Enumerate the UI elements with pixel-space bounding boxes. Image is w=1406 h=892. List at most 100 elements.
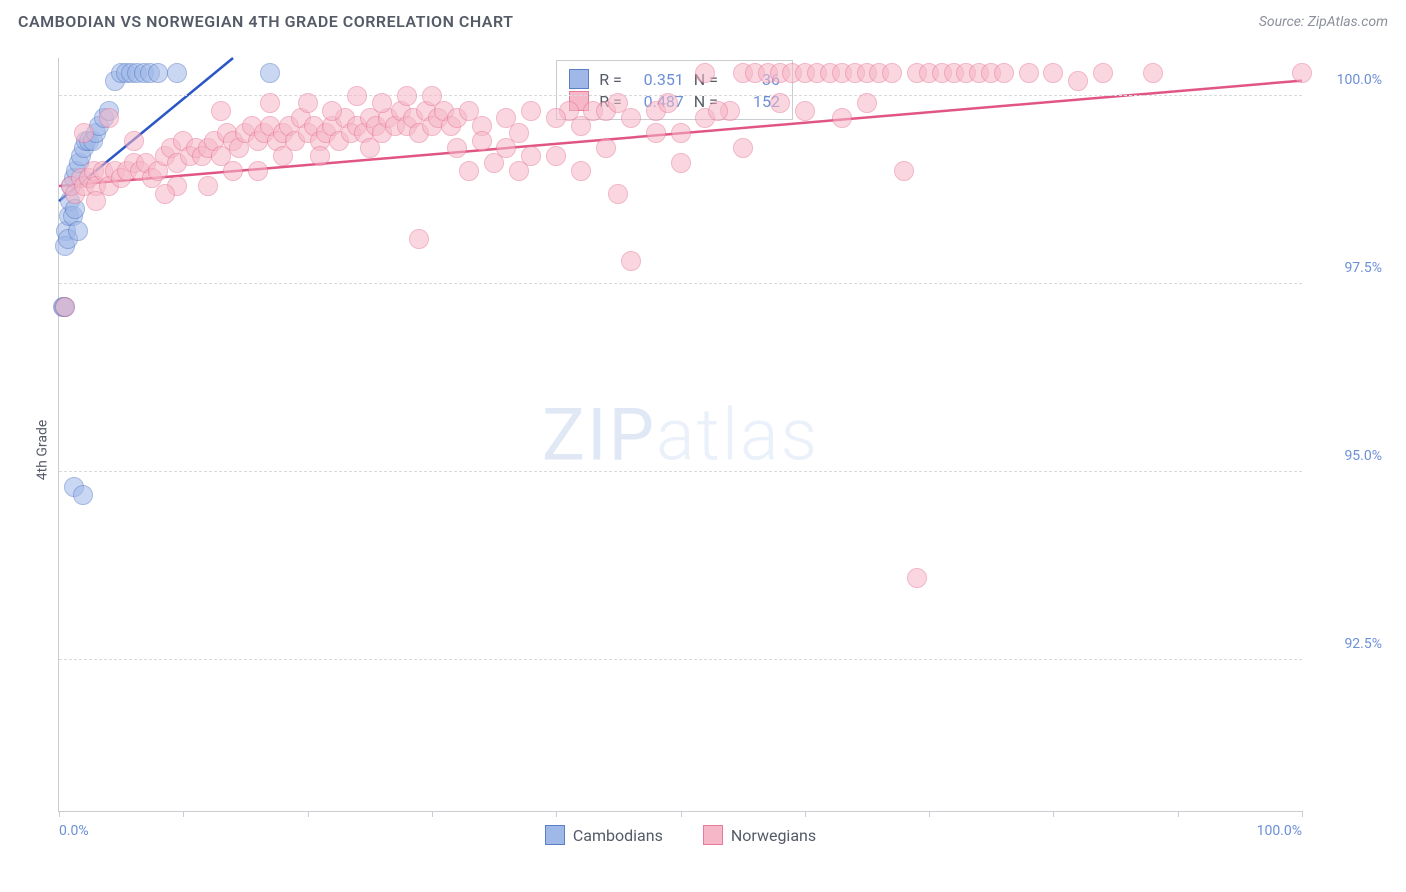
x-tick [1053,811,1054,817]
gridline-h [59,283,1302,284]
data-point [310,146,330,166]
data-point [621,251,641,271]
legend-swatch [569,69,589,89]
y-tick-label: 92.5% [1310,636,1382,652]
data-point [211,101,231,121]
data-point [273,146,293,166]
data-point [708,101,728,121]
scatter-plot: ZIPatlas R =0.351N =36R =0.487N =152 Cam… [58,58,1302,812]
data-point [99,108,119,128]
data-point [148,63,168,83]
legend-swatch [545,825,565,845]
data-point [770,93,790,113]
y-tick-label: 95.0% [1310,448,1382,464]
data-point [360,138,380,158]
data-point [907,568,927,588]
x-tick [1302,811,1303,817]
data-point [55,297,75,317]
x-tick [183,811,184,817]
data-point [322,101,342,121]
data-point [248,161,268,181]
data-point [155,184,175,204]
data-point [372,93,392,113]
data-point [608,93,628,113]
data-point [422,86,442,106]
data-point [671,153,691,173]
gridline-h [59,471,1302,472]
data-point [347,86,367,106]
data-point [447,138,467,158]
data-point [1143,63,1163,83]
data-point [521,146,541,166]
gridline-h [59,95,1302,96]
data-point [223,161,243,181]
data-point [409,229,429,249]
data-point [994,63,1014,83]
data-point [596,138,616,158]
x-tick [805,811,806,817]
chart-title: CAMBODIAN VS NORWEGIAN 4TH GRADE CORRELA… [18,12,514,31]
x-tick [681,811,682,817]
x-start-label: 0.0% [59,823,89,839]
data-point [546,146,566,166]
r-value: 0.351 [632,70,684,89]
y-tick-label: 97.5% [1310,260,1382,276]
data-point [167,63,187,83]
data-point [646,123,666,143]
data-point [1019,63,1039,83]
data-point [695,63,715,83]
data-point [882,63,902,83]
data-point [571,116,591,136]
data-point [397,86,417,106]
legend-label: Norwegians [731,826,816,845]
x-tick [59,811,60,817]
watermark: ZIPatlas [542,392,819,477]
x-tick [556,811,557,817]
legend-item: Cambodians [545,825,663,845]
x-tick [1178,811,1179,817]
x-end-label: 100.0% [1257,823,1302,839]
data-point [1292,63,1312,83]
x-tick [929,811,930,817]
data-point [74,123,94,143]
data-point [68,221,88,241]
data-point [832,108,852,128]
data-point [894,161,914,181]
data-point [509,123,529,143]
data-point [472,131,492,151]
data-point [260,93,280,113]
x-tick [432,811,433,817]
plot-wrap: 4th Grade ZIPatlas R =0.351N =36R =0.487… [18,48,1388,852]
data-point [521,101,541,121]
watermark-bold: ZIP [542,392,656,477]
legend-swatch [703,825,723,845]
data-point [795,101,815,121]
chart-header: CAMBODIAN VS NORWEGIAN 4TH GRADE CORRELA… [0,0,1406,41]
legend-item: Norwegians [703,825,816,845]
data-point [459,161,479,181]
data-point [198,176,218,196]
data-point [86,191,106,211]
y-axis-label: 4th Grade [34,420,50,481]
data-point [608,184,628,204]
data-point [459,101,479,121]
legend-label: Cambodians [573,826,663,845]
data-point [857,93,877,113]
data-point [260,63,280,83]
data-point [73,485,93,505]
series-legend: Cambodians Norwegians [59,825,1302,845]
x-tick [308,811,309,817]
data-point [671,123,691,143]
data-point [571,161,591,181]
data-point [1043,63,1063,83]
data-point [1093,63,1113,83]
data-point [124,131,144,151]
watermark-light: atlas [656,392,819,477]
data-point [1068,71,1088,91]
gridline-h [59,659,1302,660]
chart-source: Source: ZipAtlas.com [1259,14,1388,30]
data-point [733,138,753,158]
data-point [658,93,678,113]
data-point [546,108,566,128]
y-tick-label: 100.0% [1310,72,1382,88]
